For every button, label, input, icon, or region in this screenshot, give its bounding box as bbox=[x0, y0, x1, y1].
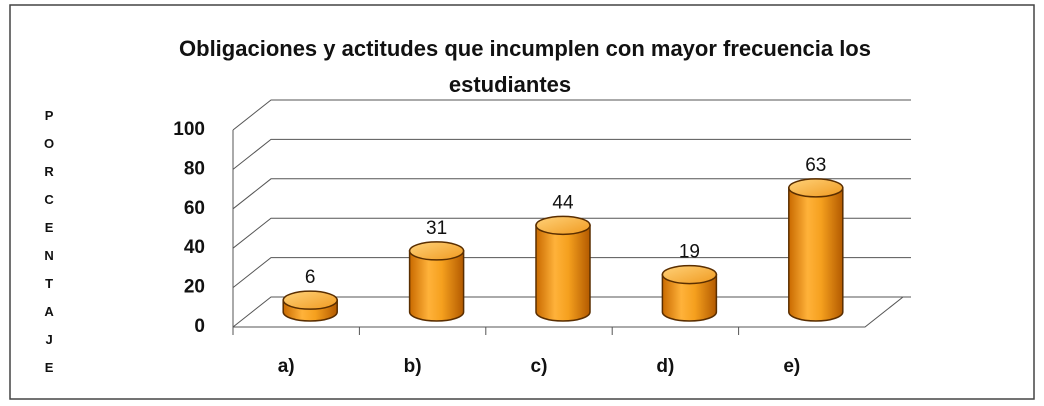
data-label: 44 bbox=[552, 192, 574, 213]
bar bbox=[788, 178, 844, 322]
grid-line bbox=[232, 99, 911, 131]
data-label: 6 bbox=[305, 267, 316, 288]
bar bbox=[535, 215, 591, 322]
grid-line bbox=[232, 217, 911, 249]
chart-title-line2: estudiantes bbox=[449, 72, 571, 97]
data-label: 63 bbox=[805, 155, 826, 176]
x-tick-label: c) bbox=[531, 356, 548, 377]
x-tick-label: a) bbox=[278, 356, 295, 377]
bar bbox=[661, 264, 718, 322]
data-label: 31 bbox=[426, 218, 447, 239]
x-tick-label: e) bbox=[783, 356, 800, 377]
grid-line bbox=[232, 257, 911, 288]
floor bbox=[233, 296, 904, 328]
y-tick-label: 80 bbox=[184, 158, 205, 179]
y-tick-label: 40 bbox=[184, 237, 205, 258]
y-tick-label: 100 bbox=[173, 119, 205, 140]
x-tick-label: d) bbox=[656, 356, 674, 377]
grid-line bbox=[232, 138, 911, 170]
grid-line bbox=[232, 178, 911, 210]
chart-title: Obligaciones y actitudes que incumplen c… bbox=[179, 36, 871, 61]
y-axis-label: PORCENTAJE bbox=[42, 108, 57, 388]
chart-border bbox=[9, 4, 1035, 400]
y-tick-label: 60 bbox=[184, 198, 205, 219]
data-label: 19 bbox=[679, 242, 700, 263]
bar bbox=[408, 241, 465, 322]
y-tick-label: 0 bbox=[194, 316, 205, 337]
bar bbox=[282, 290, 338, 322]
x-tick-label: b) bbox=[404, 356, 422, 377]
y-tick-label: 20 bbox=[184, 277, 205, 298]
